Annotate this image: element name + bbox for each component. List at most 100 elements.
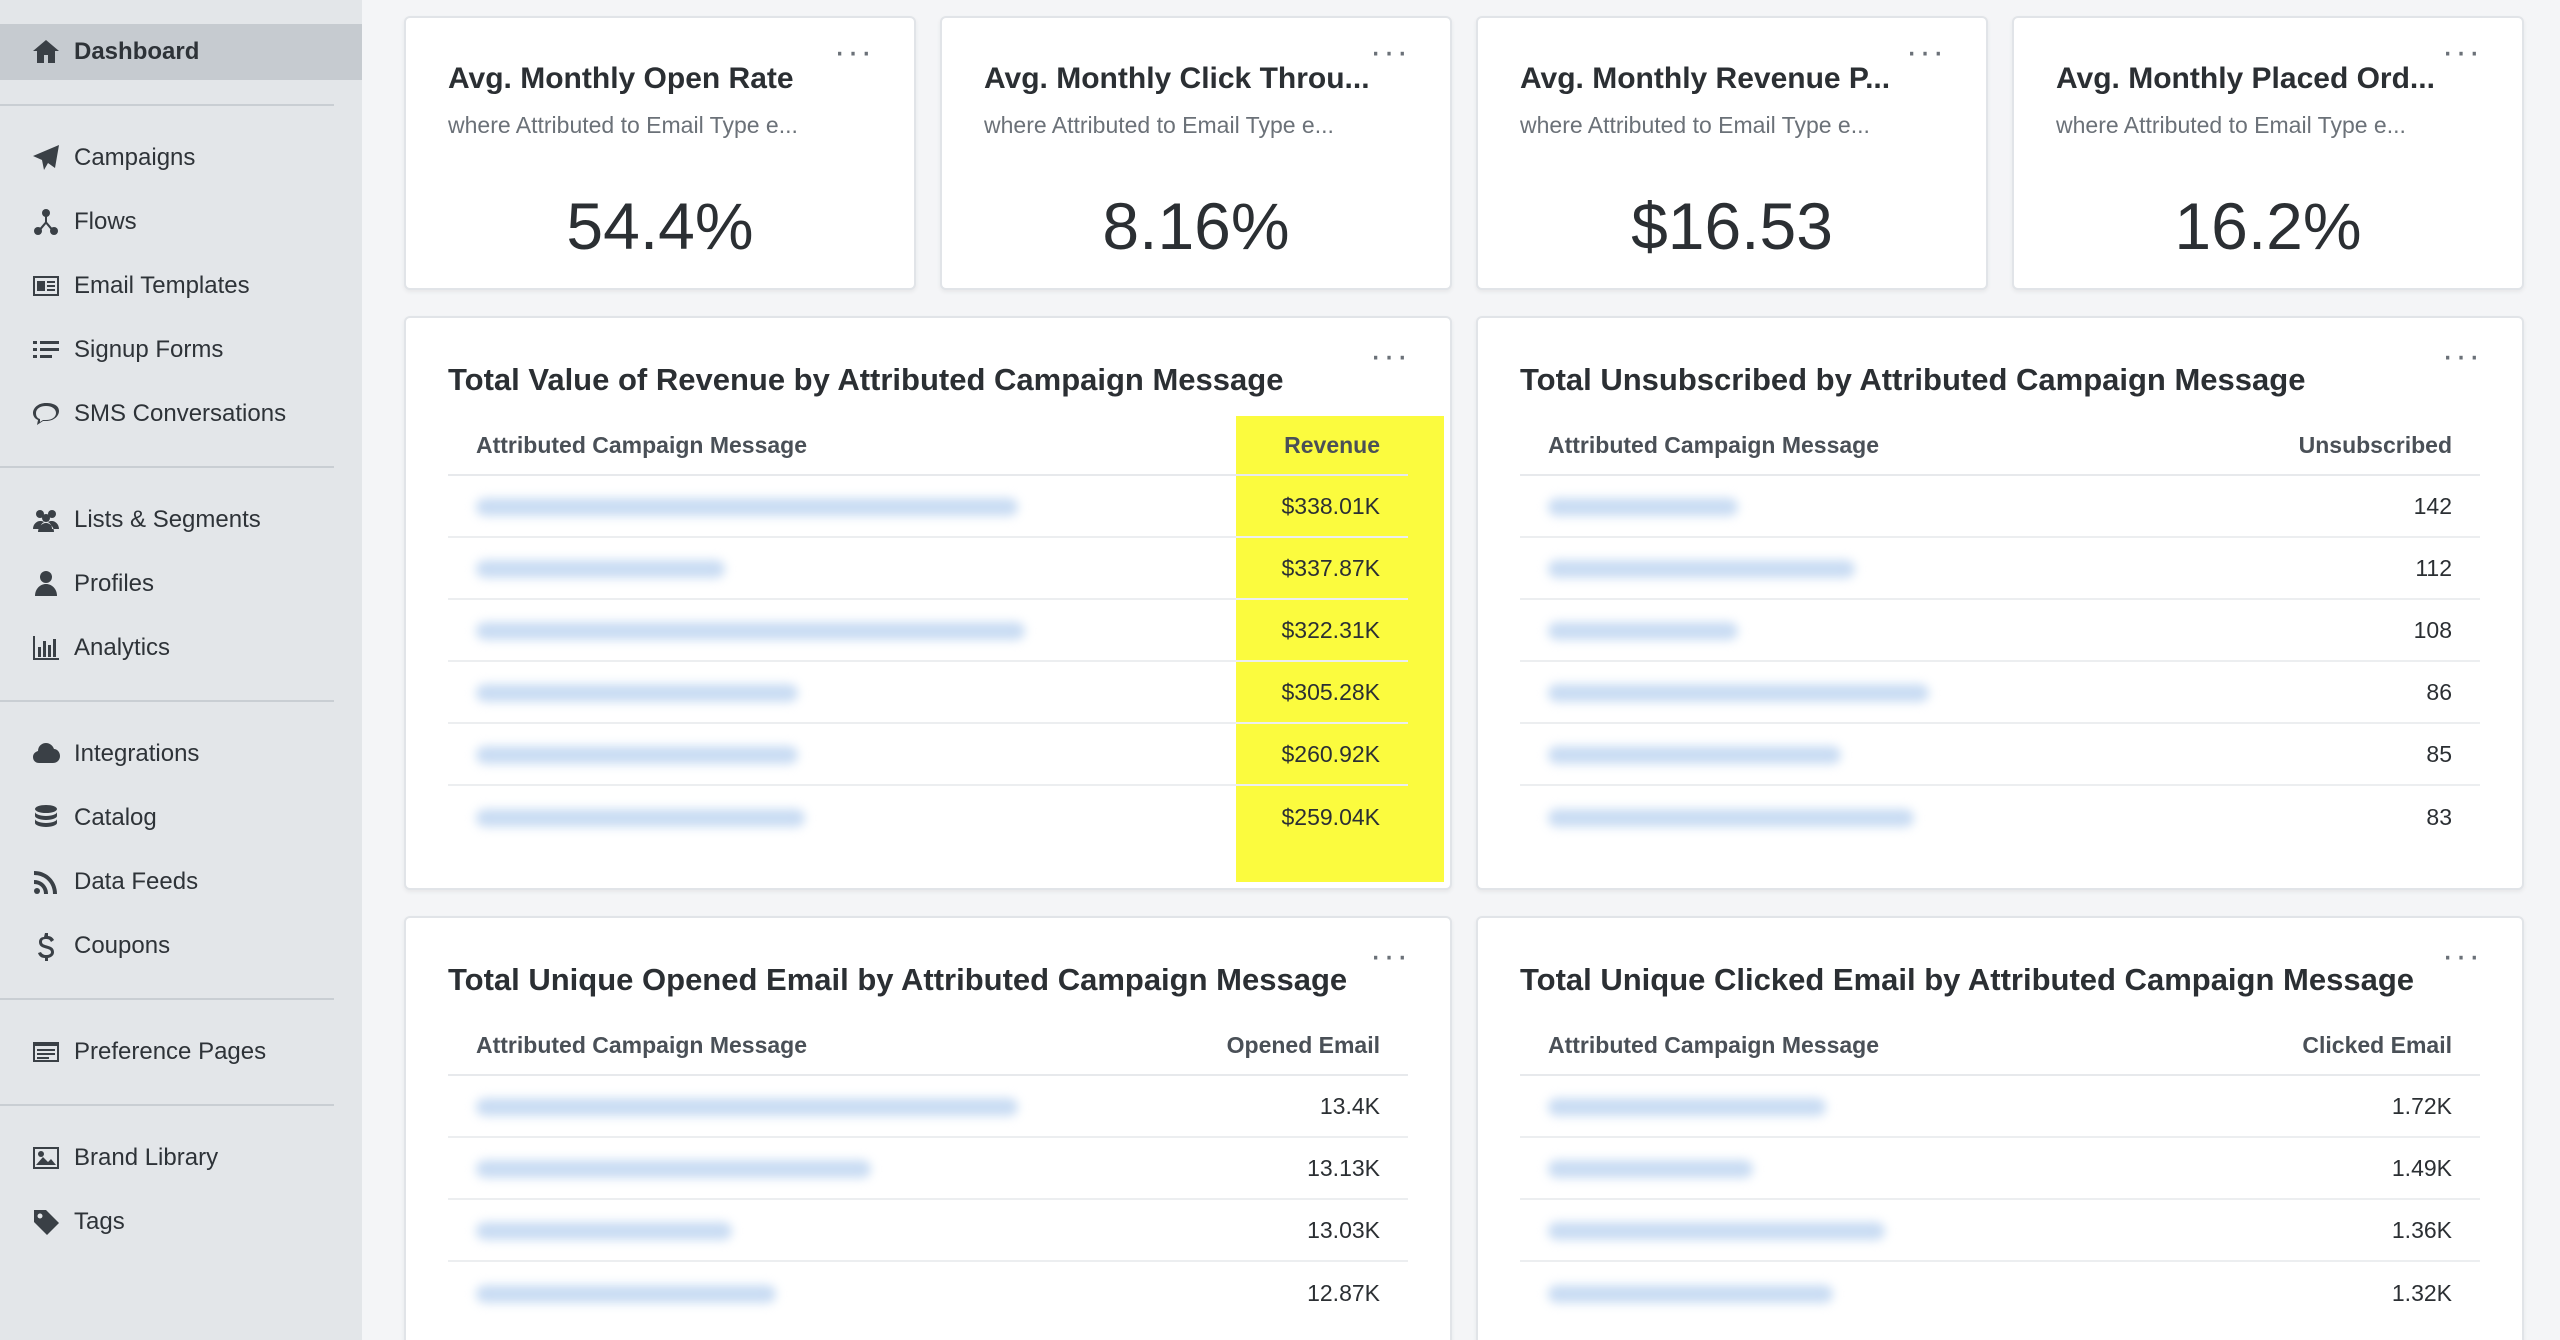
kpi-value: 16.2% xyxy=(2174,189,2362,263)
campaign-message-link[interactable] xyxy=(448,679,1208,706)
column-header-message[interactable]: Attributed Campaign Message xyxy=(1548,1031,1879,1058)
sidebar-item-dashboard[interactable]: Dashboard xyxy=(0,24,362,80)
sidebar: Dashboard Campaigns Flows Email Templates Si… xyxy=(0,0,362,1340)
campaign-message-link[interactable] xyxy=(1520,1217,2280,1244)
sidebar-item-brand-library[interactable]: Brand Library xyxy=(0,1130,362,1186)
sidebar-item-campaigns[interactable]: Campaigns xyxy=(0,130,362,186)
sidebar-item-label: Coupons xyxy=(74,932,171,959)
sidebar-item-profiles[interactable]: Profiles xyxy=(0,556,362,612)
card-menu-icon[interactable]: ··· xyxy=(1370,937,1410,975)
campaign-message-link[interactable] xyxy=(1520,804,2280,831)
column-header-value[interactable]: Revenue xyxy=(1284,431,1380,458)
table-row: 142 xyxy=(1520,476,2480,538)
campaign-message-link[interactable] xyxy=(448,1280,1208,1307)
campaign-message-link[interactable] xyxy=(1520,555,2280,582)
opened-table-card: Total Unique Opened Email by Attributed … xyxy=(404,916,1452,1340)
kpi-subtitle: where Attributed to Email Type e... xyxy=(1520,112,1870,138)
signup-form-icon xyxy=(28,332,64,368)
table-cell-value: 86 xyxy=(2426,678,2452,705)
campaign-message-link[interactable] xyxy=(448,493,1208,520)
card-menu-icon[interactable]: ··· xyxy=(2442,337,2482,375)
table-row: 1.32K xyxy=(1520,1262,2480,1324)
campaign-message-link[interactable] xyxy=(1520,1093,2280,1120)
card-menu-icon[interactable]: ··· xyxy=(1370,337,1410,375)
card-menu-icon[interactable]: ··· xyxy=(834,33,874,71)
campaign-message-link[interactable] xyxy=(1520,741,2280,768)
table-header-row: Attributed Campaign Message Revenue xyxy=(448,416,1408,476)
redacted-text xyxy=(1548,684,1929,703)
table-row: 83 xyxy=(1520,786,2480,848)
unsubscribed-table-card: Total Unsubscribed by Attributed Campaig… xyxy=(1476,316,2524,890)
sidebar-item-label: Signup Forms xyxy=(74,336,224,363)
column-header-value[interactable]: Unsubscribed xyxy=(2298,431,2452,458)
table-row: 12.87K xyxy=(448,1262,1408,1324)
card-menu-icon[interactable]: ··· xyxy=(1906,33,1946,71)
table-row: 13.03K xyxy=(448,1200,1408,1262)
column-header-value[interactable]: Opened Email xyxy=(1226,1031,1380,1058)
column-header-value[interactable]: Clicked Email xyxy=(2302,1031,2452,1058)
redacted-text xyxy=(476,622,1025,641)
card-menu-icon[interactable]: ··· xyxy=(2442,937,2482,975)
kpi-subtitle: where Attributed to Email Type e... xyxy=(448,112,798,138)
kpi-title: Avg. Monthly Click Throu... xyxy=(984,62,1370,95)
table-row: $337.87K xyxy=(448,538,1408,600)
table-row: 1.49K xyxy=(1520,1138,2480,1200)
campaign-message-link[interactable] xyxy=(1520,679,2280,706)
table-header-row: Attributed Campaign Message Opened Email xyxy=(448,1016,1408,1076)
column-header-message[interactable]: Attributed Campaign Message xyxy=(476,1031,807,1058)
email-template-icon xyxy=(28,268,64,304)
campaign-message-link[interactable] xyxy=(1520,493,2280,520)
campaign-message-link[interactable] xyxy=(448,1217,1208,1244)
sidebar-divider xyxy=(0,700,334,702)
sidebar-item-label: Catalog xyxy=(74,804,157,831)
sidebar-item-sms-conversations[interactable]: SMS Conversations xyxy=(0,386,362,442)
sidebar-item-tags[interactable]: Tags xyxy=(0,1194,362,1250)
table-cell-value: 12.87K xyxy=(1307,1279,1380,1306)
sidebar-item-label: Analytics xyxy=(74,634,171,661)
campaign-message-link[interactable] xyxy=(1520,617,2280,644)
sidebar-item-email-templates[interactable]: Email Templates xyxy=(0,258,362,314)
sidebar-item-lists-segments[interactable]: Lists & Segments xyxy=(0,492,362,548)
campaign-message-link[interactable] xyxy=(448,555,1208,582)
table-row: 86 xyxy=(1520,662,2480,724)
sidebar-item-flows[interactable]: Flows xyxy=(0,194,362,250)
sidebar-item-analytics[interactable]: Analytics xyxy=(0,620,362,676)
campaign-message-link[interactable] xyxy=(1520,1280,2280,1307)
table-row: 85 xyxy=(1520,724,2480,786)
redacted-text xyxy=(476,498,1018,517)
table-title: Total Unsubscribed by Attributed Campaig… xyxy=(1520,362,2306,397)
table-cell-value: 1.49K xyxy=(2391,1154,2452,1181)
redacted-text xyxy=(476,1160,872,1179)
campaign-message-link[interactable] xyxy=(448,617,1208,644)
redacted-text xyxy=(476,684,799,703)
kpi-subtitle: where Attributed to Email Type e... xyxy=(984,112,1334,138)
redacted-text xyxy=(476,1098,1018,1117)
campaign-message-link[interactable] xyxy=(448,804,1208,831)
rss-icon xyxy=(28,864,64,900)
column-header-message[interactable]: Attributed Campaign Message xyxy=(476,431,807,458)
kpi-title: Avg. Monthly Placed Ord... xyxy=(2056,62,2435,95)
dashboard-main: Avg. Monthly Open Rate ··· where Attribu… xyxy=(404,16,2524,1340)
kpi-value: 8.16% xyxy=(1102,189,1290,263)
campaign-message-link[interactable] xyxy=(1520,1155,2280,1182)
sidebar-item-integrations[interactable]: Integrations xyxy=(0,726,362,782)
table-title: Total Unique Clicked Email by Attributed… xyxy=(1520,962,2414,997)
table-row: $259.04K xyxy=(448,786,1408,848)
campaign-message-link[interactable] xyxy=(448,1093,1208,1120)
table-row: $260.92K xyxy=(448,724,1408,786)
card-menu-icon[interactable]: ··· xyxy=(2442,33,2482,71)
table-cell-value: 85 xyxy=(2426,740,2452,767)
redacted-text xyxy=(476,560,725,579)
campaign-message-link[interactable] xyxy=(448,741,1208,768)
sidebar-item-data-feeds[interactable]: Data Feeds xyxy=(0,854,362,910)
sidebar-item-label: Integrations xyxy=(74,740,200,767)
sidebar-item-coupons[interactable]: Coupons xyxy=(0,918,362,974)
sidebar-item-signup-forms[interactable]: Signup Forms xyxy=(0,322,362,378)
column-header-message[interactable]: Attributed Campaign Message xyxy=(1548,431,1879,458)
sidebar-item-preference-pages[interactable]: Preference Pages xyxy=(0,1024,362,1080)
table-cell-value: 13.13K xyxy=(1307,1154,1380,1181)
table-title: Total Value of Revenue by Attributed Cam… xyxy=(448,362,1284,397)
card-menu-icon[interactable]: ··· xyxy=(1370,33,1410,71)
sidebar-item-catalog[interactable]: Catalog xyxy=(0,790,362,846)
campaign-message-link[interactable] xyxy=(448,1155,1208,1182)
